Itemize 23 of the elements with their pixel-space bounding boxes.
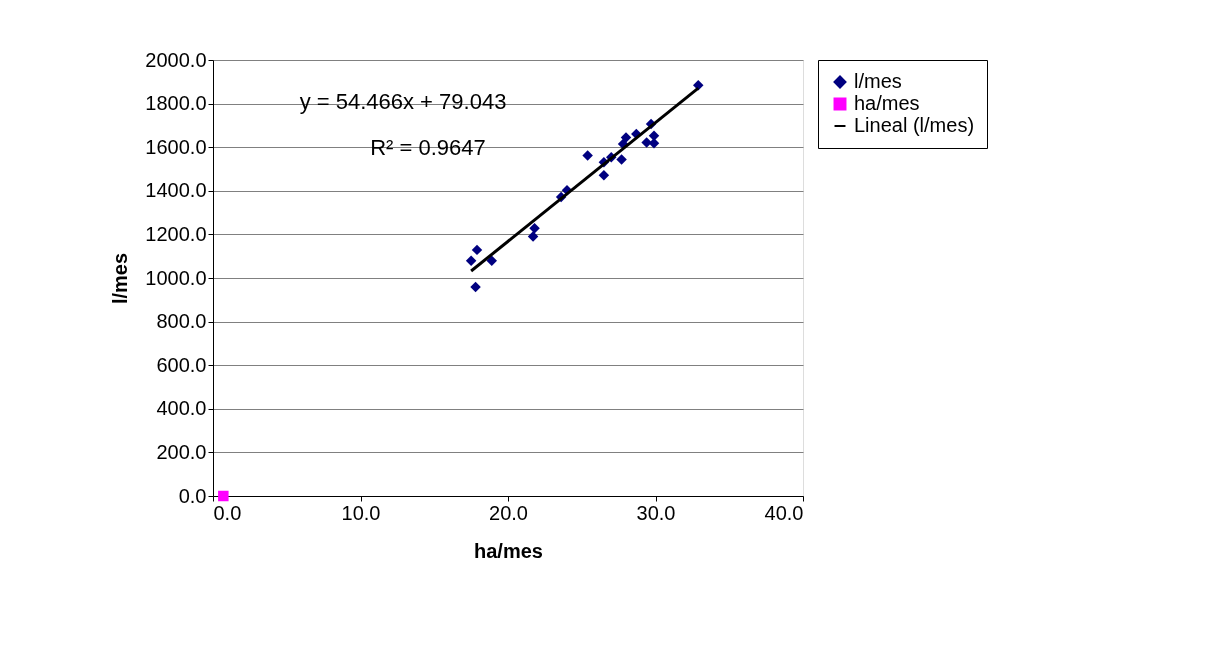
x-tick-label: 0.0 — [213, 501, 242, 524]
y-tick-label: 600.0 — [156, 353, 207, 376]
y-tick-label: 1800.0 — [145, 92, 207, 115]
x-tick-label: 40.0 — [764, 501, 804, 524]
x-tick-label: 20.0 — [489, 501, 528, 524]
legend-label: l/mes — [854, 70, 902, 92]
annotation: y = 54.466x + 79.043 — [299, 89, 507, 114]
x-tick-label: 30.0 — [636, 501, 676, 524]
y-tick-label: 1000.0 — [145, 266, 207, 289]
annotation: R² = 0.9647 — [370, 135, 486, 160]
legend-label: ha/mes — [854, 92, 920, 114]
x-axis-title: ha/mes — [474, 539, 543, 562]
y-tick-label: 1200.0 — [145, 222, 207, 245]
y-tick-label: 200.0 — [156, 440, 207, 463]
x-tick-label: 10.0 — [341, 501, 381, 524]
y-tick-label: 1600.0 — [145, 135, 207, 158]
y-tick-label: 0.0 — [178, 484, 207, 507]
y-tick-label: 400.0 — [156, 397, 207, 420]
y-axis-title: l/mes — [109, 252, 132, 305]
y-tick-label: 2000.0 — [145, 48, 207, 71]
y-tick-label: 800.0 — [156, 310, 207, 333]
y-tick-label: 1400.0 — [145, 179, 207, 202]
legend-label: Lineal (l/mes) — [854, 114, 975, 136]
